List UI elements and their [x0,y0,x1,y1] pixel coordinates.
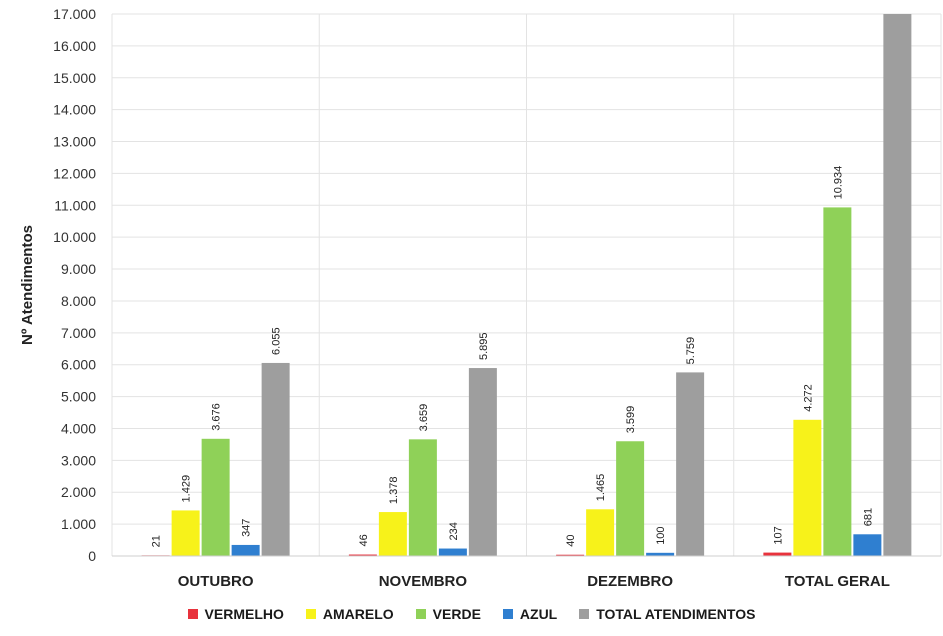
legend-label-verde: VERDE [432,606,481,622]
data-label: 10.934 [832,166,844,200]
bar [616,441,645,556]
legend: VERMELHO AMARELO VERDE AZUL TOTAL ATENDI… [0,606,943,622]
bar [171,510,200,556]
data-label: 46 [358,534,370,546]
data-label: 3.676 [211,403,223,431]
data-label: 6.055 [271,327,283,355]
bar-chart: 0 1.000 2.000 3.000 4.000 5.000 6.000 7.000 8.00… [19,6,942,590]
y-tick-label: 16.000 [53,38,96,54]
bar [883,14,912,556]
legend-swatch-verde [415,609,426,619]
y-tick-label: 11.000 [54,197,96,213]
legend-label-amarelo: AMARELO [322,606,394,622]
bar [408,439,437,556]
x-tick-label: NOVEMBRO [379,573,468,590]
y-tick-label: 10.000 [53,229,96,245]
bar [348,554,377,556]
y-tick-label: 14.000 [53,102,96,118]
legend-label-vermelho: VERMELHO [204,606,284,622]
data-label: 347 [241,519,253,537]
data-label: 21 [151,535,163,547]
bar [793,419,822,556]
data-label: 3.599 [625,406,637,434]
bar [261,362,290,556]
data-label: 107 [772,526,784,544]
y-axis-title: Nº Atendimentos [19,225,36,345]
legend-item-amarelo: AMARELO [305,606,394,622]
legend-label-azul: AZUL [519,606,558,622]
bar [378,512,407,556]
bar [646,552,675,556]
y-tick-label: 17.000 [53,6,96,22]
bar [676,372,705,556]
bar [201,438,230,556]
legend-swatch-amarelo [305,609,316,619]
y-tick-label: 15.000 [53,70,96,86]
data-label: 4.272 [802,384,814,412]
bar [468,368,497,556]
bar [556,554,585,556]
legend-label-total-atendimentos: TOTAL ATENDIMENTOS [596,606,756,622]
legend-item-azul: AZUL [502,606,558,622]
bar [438,548,467,556]
data-label: 5.895 [478,333,490,361]
y-tick-label: 13.000 [53,134,96,150]
y-tick-label: 12.000 [53,165,96,181]
x-tick-label: OUTUBRO [178,573,254,590]
x-tick-label: DEZEMBRO [587,573,673,590]
legend-swatch-azul [502,609,513,619]
legend-item-total-atendimentos: TOTAL ATENDIMENTOS [579,606,755,622]
bar [231,544,260,556]
y-tick-label: 1.000 [61,516,96,532]
bar [586,509,615,556]
legend-item-verde: VERDE [415,606,481,622]
data-label: 100 [655,526,667,544]
data-label: 3.659 [418,404,430,432]
legend-swatch-vermelho [187,609,198,619]
data-label: 5.759 [685,337,697,365]
data-label: 1.429 [181,475,193,503]
legend-swatch-total-atendimentos [579,609,590,619]
y-tick-label: 9.000 [61,261,96,277]
data-label: 40 [565,534,577,546]
data-label: 234 [448,522,460,540]
bar [823,207,852,556]
data-label: 681 [862,508,874,526]
bar [763,552,792,556]
y-tick-label: 0 [88,548,96,564]
legend-item-vermelho: VERMELHO [187,606,284,622]
x-tick-label: TOTAL GERAL [785,573,890,590]
y-tick-label: 3.000 [61,452,96,468]
bar [853,534,882,556]
y-tick-label: 4.000 [61,420,96,436]
data-label: 1.465 [595,474,607,502]
y-tick-label: 8.000 [61,293,96,309]
y-tick-label: 6.000 [61,357,96,373]
y-tick-label: 2.000 [61,484,96,500]
y-tick-label: 5.000 [61,389,96,405]
y-tick-label: 7.000 [61,325,96,341]
data-label: 1.378 [388,477,400,505]
